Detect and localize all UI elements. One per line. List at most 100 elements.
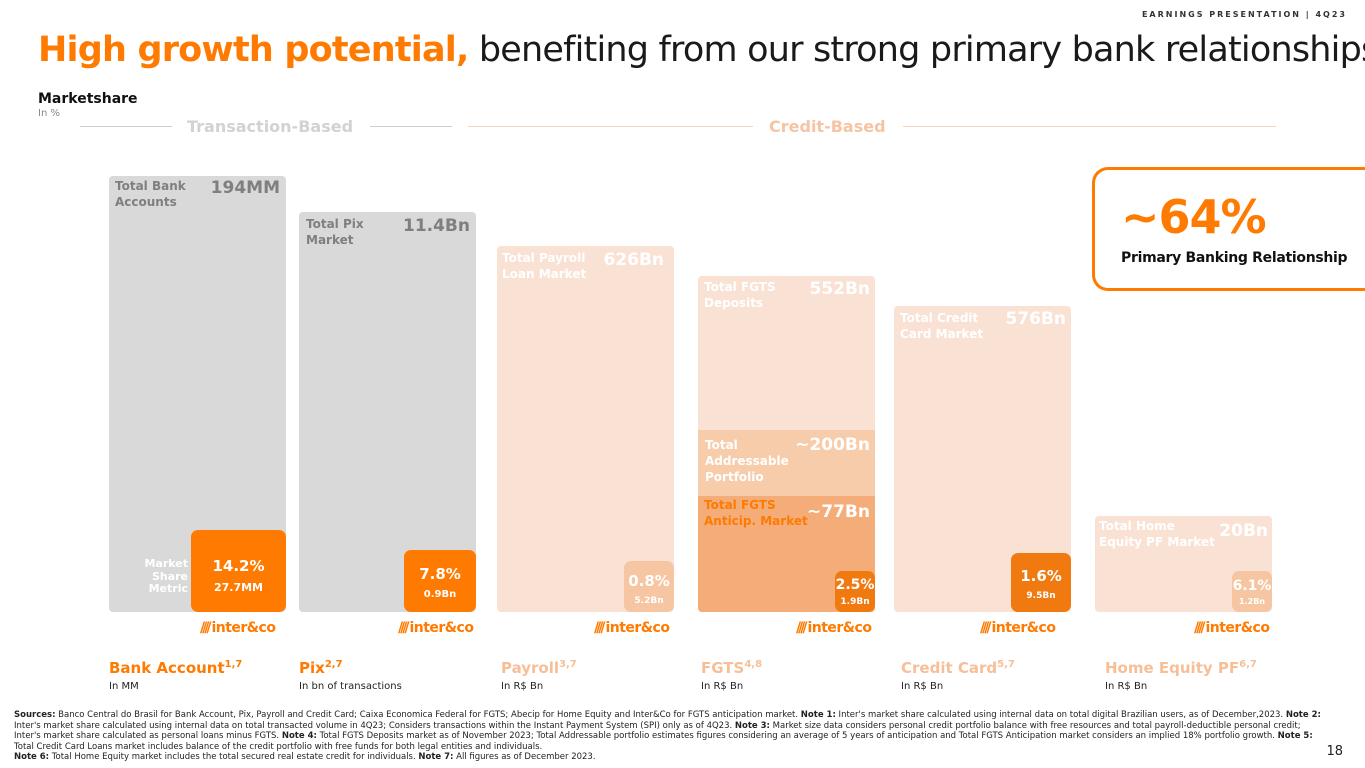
section-unit: In % <box>38 108 60 119</box>
product-name: Payroll3,7 <box>501 659 577 677</box>
addressable-portfolio-segment <box>698 430 875 496</box>
presentation-tag: EARNINGS PRESENTATION | 4Q23 <box>1141 10 1347 19</box>
panel-total: 576Bn <box>1005 309 1066 329</box>
market-share-value: 14.2% <box>212 557 265 575</box>
panel-label: Total FGTS Deposits <box>704 280 776 310</box>
product-unit: In bn of transactions <box>299 681 402 692</box>
inter-co-logo: ////inter&co <box>980 620 1056 636</box>
inter-co-logo: ////inter&co <box>1194 620 1270 636</box>
product-notes: 2,7 <box>324 659 343 670</box>
callout-value: ~64% <box>1121 190 1267 244</box>
product-notes: 3,7 <box>559 659 577 670</box>
metric-value: 1.9Bn <box>840 597 870 607</box>
source-note-title: Note 7: <box>418 752 454 762</box>
source-note-title: Note 3: <box>734 720 770 731</box>
logo-text: inter&co <box>807 620 872 636</box>
source-note-title: Note 6: <box>14 752 50 762</box>
product-notes: 5,7 <box>997 659 1015 670</box>
callout-label: Primary Banking Relationship <box>1121 250 1348 266</box>
title-rest: benefiting from our strong primary bank … <box>468 30 1365 70</box>
source-note-text: Inter's market share calculated using in… <box>14 720 735 731</box>
product-name: FGTS4,8 <box>701 659 762 677</box>
divider-line <box>80 126 172 127</box>
addressable-portfolio-label: Total Addressable Portfolio <box>705 438 789 484</box>
metric-value: 5.2Bn <box>634 596 664 606</box>
product-label: Bank Account <box>109 659 225 677</box>
page-title: High growth potential, benefiting from o… <box>38 30 1365 70</box>
inter-co-logo: ////inter&co <box>594 620 670 636</box>
metric-value: 1.2Bn <box>1239 597 1265 606</box>
product-name: Credit Card5,7 <box>901 659 1015 677</box>
panel-total: 194MM <box>210 178 280 198</box>
product-notes: 1,7 <box>224 659 243 670</box>
product-notes: 6,7 <box>1239 659 1257 670</box>
source-note-text: Market size data considers personal cred… <box>14 720 1301 742</box>
legend-metric: Metric <box>148 582 188 595</box>
product-notes: 4,8 <box>744 659 763 670</box>
divider-line <box>370 126 452 127</box>
panel-label: Total Home Equity PF Market <box>1099 519 1215 549</box>
inter-co-logo: ////inter&co <box>796 620 872 636</box>
metric-value: 9.5Bn <box>1026 591 1056 601</box>
market-share-box: 7.8% 0.9Bn <box>404 550 476 612</box>
panel-total: 11.4Bn <box>402 216 470 236</box>
primary-banking-callout: ~64% Primary Banking Relationship <box>1092 167 1365 291</box>
logo-text: inter&co <box>1205 620 1270 636</box>
market-share-value: 0.8% <box>628 572 670 590</box>
category-transaction-based: Transaction-Based <box>187 117 354 136</box>
pix-panel <box>299 212 476 612</box>
logo-text: inter&co <box>605 620 670 636</box>
logo-text: inter&co <box>409 620 474 636</box>
source-note-text: Banco Central do Brasil for Bank Account… <box>55 710 801 720</box>
source-note-text: Total Credit Card Loans market includes … <box>14 741 543 752</box>
panel-label: Total Payroll Loan Market <box>502 251 587 281</box>
source-note-text: Inter's market share calculated using in… <box>835 710 1286 720</box>
market-share-value: 7.8% <box>419 565 461 583</box>
market-share-box: 14.2% 27.7MM <box>191 530 286 612</box>
product-label: Credit Card <box>901 659 998 677</box>
product-label: Home Equity PF <box>1105 659 1240 677</box>
logo-text: inter&co <box>211 620 276 636</box>
source-note-title: Sources: <box>14 710 56 720</box>
product-unit: In R$ Bn <box>501 681 544 692</box>
market-share-box: 6.1% 1.2Bn <box>1232 571 1272 612</box>
product-label: FGTS <box>701 659 745 677</box>
market-share-value: 6.1% <box>1232 578 1272 594</box>
panel-label: Total Pix Market <box>306 217 364 247</box>
addressable-portfolio-value: ~200Bn <box>795 435 870 455</box>
product-label: Payroll <box>501 659 560 677</box>
product-unit: In R$ Bn <box>901 681 944 692</box>
panel-total: 626Bn <box>603 250 664 270</box>
title-highlight: High growth potential, <box>38 30 469 70</box>
panel-total: 20Bn <box>1219 521 1268 541</box>
source-note-title: Note 1: <box>800 710 836 720</box>
category-credit-based: Credit-Based <box>769 117 886 136</box>
source-note-text: Total Home Equity market includes the to… <box>49 752 419 762</box>
source-note-text: Total FGTS Deposits market as of Novembe… <box>316 731 1278 741</box>
metric-value: 27.7MM <box>213 581 264 594</box>
source-note-text: All figures as of December 2023. <box>453 752 596 762</box>
sources-footnote: Sources: Banco Central do Brasil for Ban… <box>14 710 1324 763</box>
product-unit: In R$ Bn <box>1105 681 1148 692</box>
divider-line <box>468 126 753 127</box>
market-share-box: 0.8% 5.2Bn <box>624 561 674 612</box>
product-unit: In MM <box>109 681 139 692</box>
market-share-value: 1.6% <box>1020 567 1062 585</box>
product-unit: In R$ Bn <box>701 681 744 692</box>
section-subtitle: Marketshare <box>38 91 138 107</box>
legend-market-share: Market Share <box>144 557 188 583</box>
page-number: 18 <box>1326 744 1343 759</box>
market-share-box: 2.5% 1.9Bn <box>835 571 875 612</box>
fgts-anticipation-value: ~77Bn <box>807 502 870 522</box>
source-note-title: Note 5: <box>1277 731 1313 741</box>
fgts-anticipation-label: Total FGTS Anticip. Market <box>704 498 808 528</box>
inter-co-logo: ////inter&co <box>200 620 276 636</box>
product-name: Bank Account1,7 <box>109 659 242 677</box>
market-share-box: 1.6% 9.5Bn <box>1011 553 1071 612</box>
product-label: Pix <box>299 659 325 677</box>
payroll-panel <box>497 246 674 612</box>
source-note-title: Note 2: <box>1285 710 1321 720</box>
logo-text: inter&co <box>991 620 1056 636</box>
panel-total: 552Bn <box>809 279 870 299</box>
market-share-value: 2.5% <box>835 577 875 593</box>
